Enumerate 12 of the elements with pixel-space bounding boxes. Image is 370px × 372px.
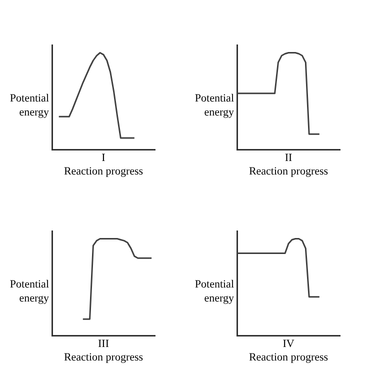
y-axis-title: Potential energy bbox=[194, 278, 234, 305]
text: I bbox=[102, 152, 106, 164]
x-axis-title: Reaction progress bbox=[64, 351, 144, 364]
x-axis-title: Reaction progress bbox=[248, 351, 328, 364]
text: III bbox=[98, 338, 110, 350]
y-axis-title: Potential energy bbox=[10, 278, 50, 305]
text: IV bbox=[282, 338, 294, 350]
y-axis-title: Potential energy bbox=[194, 92, 234, 119]
x-axis-title: Reaction progress bbox=[248, 165, 328, 178]
x-axis-title: Reaction progress bbox=[64, 165, 144, 178]
text: II bbox=[284, 152, 292, 164]
y-axis-title: Potential energy bbox=[10, 92, 50, 119]
